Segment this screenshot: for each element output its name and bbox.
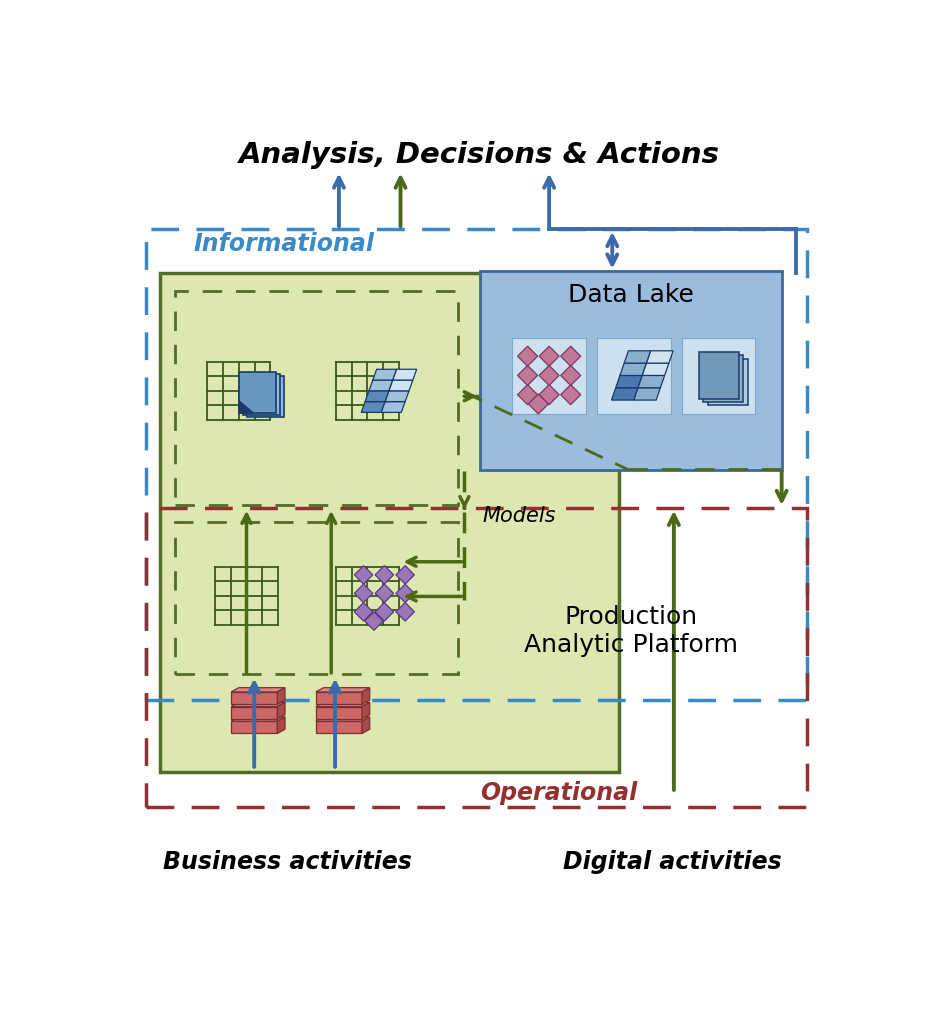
Bar <box>315 692 361 705</box>
Polygon shape <box>560 385 580 404</box>
Polygon shape <box>277 688 285 705</box>
Polygon shape <box>242 374 280 416</box>
Text: Digital activities: Digital activities <box>563 850 781 874</box>
Bar <box>146 508 806 807</box>
Polygon shape <box>620 364 646 376</box>
Polygon shape <box>560 366 580 385</box>
Polygon shape <box>381 401 404 413</box>
Polygon shape <box>641 364 668 376</box>
Polygon shape <box>707 358 747 404</box>
Polygon shape <box>560 346 580 367</box>
Text: Analysis, Decisions & Actions: Analysis, Decisions & Actions <box>239 141 720 169</box>
Polygon shape <box>396 602 414 622</box>
Bar <box>315 707 361 719</box>
Text: Operational: Operational <box>479 780 636 805</box>
Bar <box>512 339 585 414</box>
Bar <box>315 721 361 733</box>
Polygon shape <box>637 376 664 388</box>
Polygon shape <box>231 688 285 692</box>
Polygon shape <box>611 388 637 400</box>
Polygon shape <box>633 388 660 400</box>
Polygon shape <box>396 565 414 584</box>
Polygon shape <box>396 584 414 602</box>
Polygon shape <box>315 688 370 692</box>
Polygon shape <box>374 584 393 602</box>
Polygon shape <box>239 400 254 413</box>
Polygon shape <box>517 346 537 367</box>
Bar <box>159 273 619 772</box>
Polygon shape <box>646 351 672 364</box>
Bar <box>596 339 670 414</box>
Bar <box>231 721 277 733</box>
Polygon shape <box>615 376 641 388</box>
Polygon shape <box>538 385 559 404</box>
Polygon shape <box>277 702 285 719</box>
Bar <box>231 707 277 719</box>
Polygon shape <box>315 702 370 707</box>
Polygon shape <box>315 717 370 721</box>
Polygon shape <box>354 565 373 584</box>
Polygon shape <box>538 366 559 385</box>
Polygon shape <box>538 346 559 367</box>
Polygon shape <box>388 380 413 391</box>
Polygon shape <box>528 394 548 414</box>
Text: Business activities: Business activities <box>163 850 411 874</box>
Bar <box>479 271 781 470</box>
Text: Informational: Informational <box>193 231 374 256</box>
Polygon shape <box>697 352 738 398</box>
Bar <box>231 692 277 705</box>
Polygon shape <box>354 602 373 622</box>
Text: Data Lake: Data Lake <box>567 283 693 306</box>
Polygon shape <box>231 702 285 707</box>
Bar <box>680 339 754 414</box>
Text: Models: Models <box>482 506 556 525</box>
Polygon shape <box>517 385 537 404</box>
Polygon shape <box>239 372 275 413</box>
Polygon shape <box>374 602 393 622</box>
Polygon shape <box>361 702 370 719</box>
Polygon shape <box>364 611 383 631</box>
Polygon shape <box>354 584 373 602</box>
Bar <box>175 291 458 505</box>
Polygon shape <box>369 380 392 391</box>
Polygon shape <box>517 366 537 385</box>
Polygon shape <box>247 376 285 418</box>
Polygon shape <box>374 565 393 584</box>
Polygon shape <box>373 370 396 380</box>
Polygon shape <box>361 688 370 705</box>
Polygon shape <box>231 717 285 721</box>
Polygon shape <box>392 370 417 380</box>
Polygon shape <box>365 391 388 401</box>
Bar <box>175 522 458 674</box>
Polygon shape <box>385 391 408 401</box>
Polygon shape <box>277 717 285 733</box>
Text: Production
Analytic Platform: Production Analytic Platform <box>523 605 737 657</box>
Polygon shape <box>702 355 742 401</box>
Polygon shape <box>361 717 370 733</box>
Bar <box>146 229 806 700</box>
Polygon shape <box>361 401 385 413</box>
Polygon shape <box>623 351 651 364</box>
